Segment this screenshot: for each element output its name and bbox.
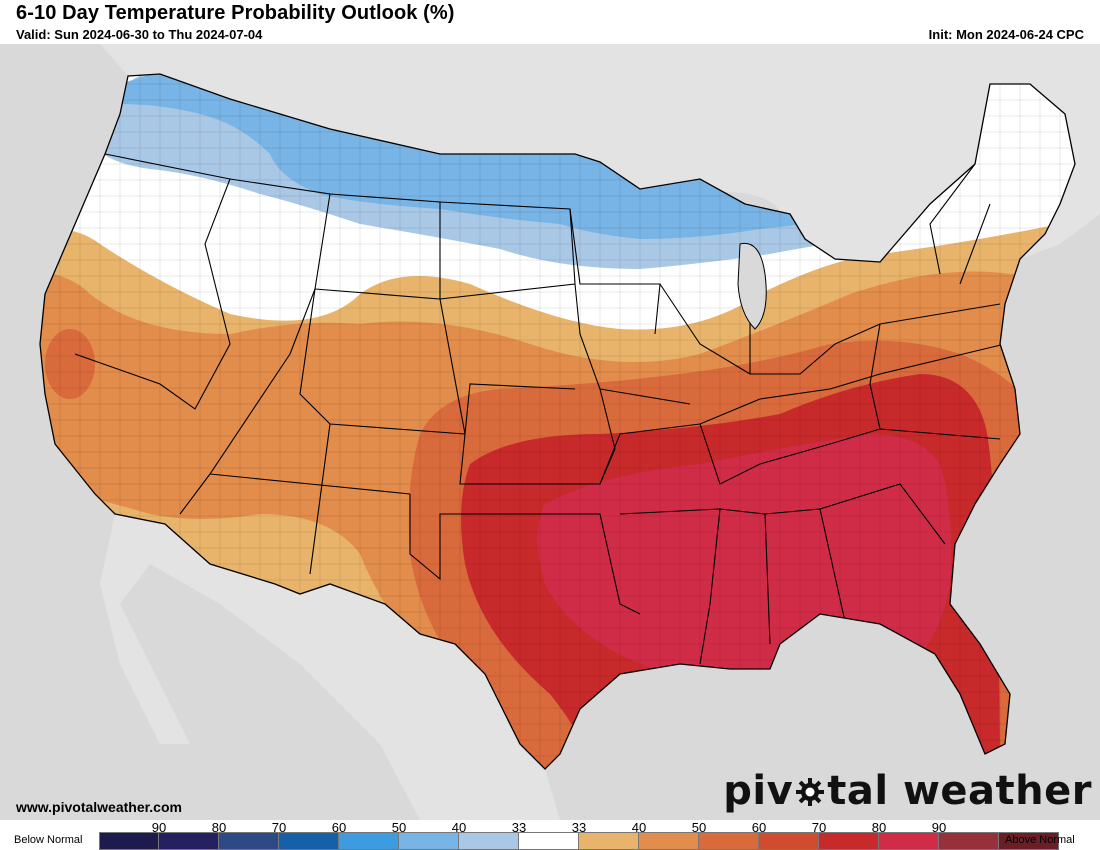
legend-tick-label: 70 xyxy=(271,820,287,835)
outlook-map[interactable] xyxy=(0,44,1100,820)
mexico-landmass xyxy=(100,514,560,820)
color-legend: Below Normal 90 80 70 60 50 40 33 33 40 50 60 70 80 9… xyxy=(0,820,1100,850)
lake-michigan xyxy=(737,242,767,330)
state-borders xyxy=(74,153,1006,665)
pivotal-weather-logo: piv tal weather xyxy=(723,766,1092,816)
legend-tick-label: 90 xyxy=(151,820,167,835)
legend-tick-label: 60 xyxy=(331,820,347,835)
legend-tick-label: 40 xyxy=(451,820,467,835)
valid-period: Valid: Sun 2024-06-30 to Thu 2024-07-04 xyxy=(16,27,263,42)
legend-below-normal-label: Below Normal xyxy=(14,834,83,846)
map-panel[interactable] xyxy=(0,44,1100,820)
us-outline xyxy=(39,73,1076,770)
gear-icon xyxy=(796,778,825,806)
legend-tick-label: 90 xyxy=(931,820,947,835)
brand-text-left: piv xyxy=(723,768,794,814)
map-title: 6-10 Day Temperature Probability Outlook… xyxy=(16,2,455,24)
brand-text-right: tal weather xyxy=(827,768,1092,814)
legend-tick-label: 50 xyxy=(391,820,407,835)
legend-tick-label: 33 xyxy=(511,820,527,835)
county-grid xyxy=(40,74,1075,769)
legend-tick-label: 40 xyxy=(631,820,647,835)
legend-tick-label: 50 xyxy=(691,820,707,835)
legend-tick-label: 80 xyxy=(211,820,227,835)
canada-landmass xyxy=(0,44,1100,262)
init-time: Init: Mon 2024-06-24 CPC xyxy=(928,27,1084,42)
website-url[interactable]: www.pivotalweather.com xyxy=(16,799,182,815)
legend-above-normal-label: Above Normal xyxy=(1005,834,1075,846)
legend-tick-label: 33 xyxy=(571,820,587,835)
contour-california-60 xyxy=(45,329,95,399)
legend-tick-label: 70 xyxy=(811,820,827,835)
header: 6-10 Day Temperature Probability Outlook… xyxy=(0,0,1100,44)
legend-tick-label: 80 xyxy=(871,820,887,835)
legend-tick-label: 60 xyxy=(751,820,767,835)
legend-colorbar xyxy=(99,832,1059,850)
